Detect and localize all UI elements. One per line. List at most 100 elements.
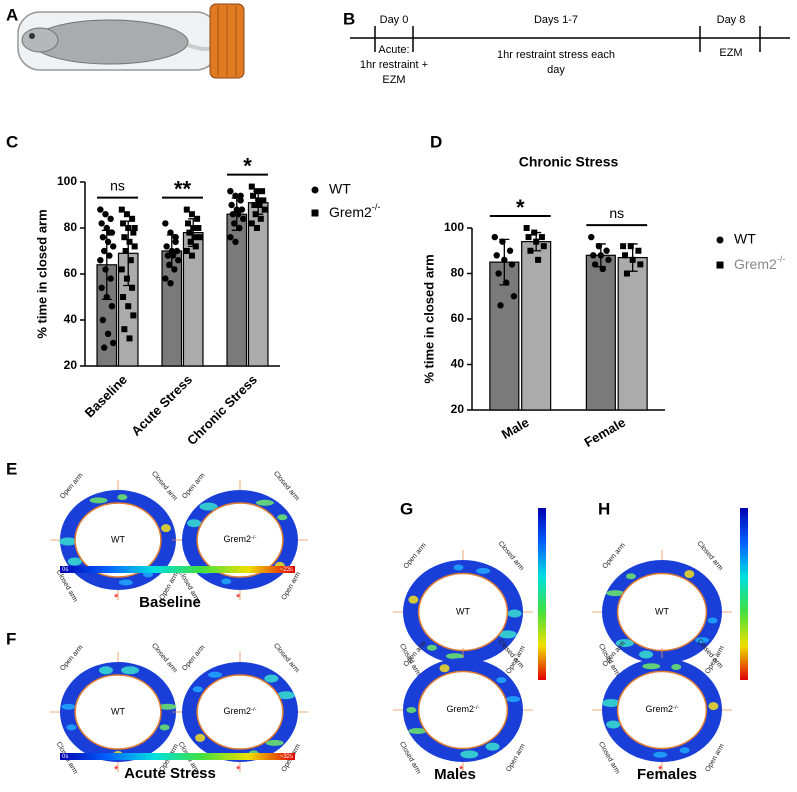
heat-spot [160,524,171,533]
error-bar [595,243,606,268]
label-superscript: -/- [673,705,679,711]
data-point [538,234,545,241]
data-point [171,266,178,273]
data-point [627,243,634,250]
heat-spot [485,742,500,751]
heatmap-title: Females [637,766,697,783]
data-point [506,247,514,254]
data-point [248,183,255,190]
panel-label: G [400,499,413,518]
label-superscript: -/- [251,707,257,713]
data-point [260,197,267,204]
legend-marker [716,236,724,244]
heat-spot [695,637,710,644]
heat-spot [460,750,479,759]
data-point [99,316,107,324]
data-point [120,220,127,227]
label-base: Grem2 [223,534,251,544]
legend-marker [311,209,319,217]
arm-label: Closed arm [150,470,178,502]
data-point [253,225,260,231]
data-point [169,252,177,259]
data-point [166,261,173,268]
scale-label: 0s [62,754,68,760]
maze-inner [196,502,284,578]
data-point [599,265,606,273]
data-point [227,234,234,241]
data-point [130,312,137,319]
genotype-label: Grem2-/- [223,706,256,716]
legend-marker [716,261,724,269]
data-point [172,238,179,245]
bar [521,241,552,411]
heat-spot [625,573,636,580]
timeline-bottom: EZM [719,47,742,59]
y-tick-label: 80 [64,220,78,234]
data-point [191,234,198,241]
arm-label: Open arm [403,542,428,570]
color-scale [60,566,295,573]
data-point [603,247,610,254]
data-point [523,225,530,231]
heat-spot [159,724,170,731]
heat-spot [606,590,625,597]
timeline-top: Day 0 [380,14,409,26]
data-point [102,211,109,218]
heat-spot [192,686,203,693]
legend-label: WT [329,181,351,197]
label-superscript: -/- [474,705,480,711]
data-point [104,330,112,337]
genotype-label: WT [655,606,669,616]
data-point [120,294,127,300]
arm-label: Closed arm [696,540,724,572]
data-point [250,192,257,199]
zone-star: * [459,764,464,776]
y-tick-label: 80 [451,266,465,280]
data-point [183,206,190,213]
panel-label: E [6,459,17,478]
significance-label: ns [110,177,125,193]
maze-inner [417,670,509,750]
data-point [635,247,642,254]
arm-label: Open arm [181,472,206,500]
data-point [637,261,644,268]
data-point [162,220,169,227]
color-scale [60,753,295,760]
data-point [163,243,170,250]
data-point [491,233,498,241]
data-point [527,247,534,254]
label-base: Grem2 [223,706,251,716]
data-point [185,220,192,227]
data-point [97,257,104,264]
arm-label: Closed arm [272,642,300,674]
data-point [229,211,237,218]
timeline-bottom: EZM [382,74,405,86]
heat-spot [671,664,682,671]
data-point [234,211,242,218]
data-point [622,252,629,259]
heat-spot [118,579,133,586]
data-point [101,247,108,255]
y-tick-label: 100 [57,174,77,188]
scale-label: 0s [62,567,68,573]
timeline-top: Days 1-7 [534,14,578,26]
data-point [175,257,182,264]
x-tick-label: Baseline [82,372,130,420]
panel-label: H [598,499,610,518]
data-point [525,234,532,241]
error-bar [627,243,638,272]
genotype-label: WT [111,706,125,716]
significance-label: * [243,153,252,178]
heatmap-title: Acute Stress [124,765,216,782]
data-point [508,261,516,268]
data-point [106,252,113,259]
arm-label: Open arm [704,743,726,774]
genotype-label: Grem2-/- [645,704,678,714]
y-axis-label: % time in closed arm [34,209,49,338]
y-tick-label: 100 [444,220,464,234]
data-point [110,243,117,250]
arm-label: Closed arm [398,741,422,776]
data-point [125,303,132,310]
heat-spot [61,703,76,710]
data-point [126,238,133,245]
